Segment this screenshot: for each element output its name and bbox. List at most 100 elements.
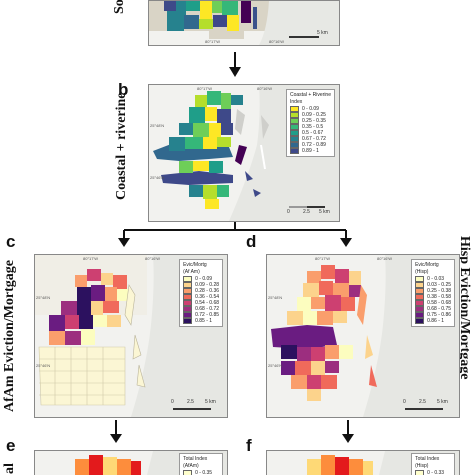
arrow-down-icon-c bbox=[110, 420, 122, 443]
side-label-e: al bbox=[2, 463, 17, 474]
c-tick-top-2: 80°16'W bbox=[145, 256, 161, 261]
legend-swatch bbox=[415, 470, 425, 475]
legend-swatch bbox=[415, 276, 425, 282]
legend-swatch bbox=[183, 318, 193, 324]
map-panel-social: 80°17'W 80°16'W 5 km bbox=[148, 0, 340, 46]
arrow-down-icon bbox=[229, 52, 241, 77]
side-label-b: Coastal + riverine bbox=[114, 92, 129, 200]
legend-d-row: 0.75 - 0.86 bbox=[415, 312, 451, 318]
legend-d-row: 0.86 - 1 bbox=[415, 318, 451, 324]
c-tick-left-2: 25°46'N bbox=[36, 363, 51, 368]
legend-d: Evic/Mortg (Hisp) 0 - 0.03 0.03 - 0.25 0.2… bbox=[411, 259, 455, 327]
legend-label: 0.28 - 0.36 bbox=[195, 288, 219, 294]
map-panel-b: Coastal + Riverine Index 0 - 0.09 0.09 - … bbox=[148, 84, 340, 222]
legend-label: 0.54 - 0.68 bbox=[195, 300, 219, 306]
legend-swatch bbox=[415, 300, 425, 306]
b-scale-0: 0 bbox=[287, 209, 290, 215]
legend-d-row: 0.25 - 0.38 bbox=[415, 288, 451, 294]
legend-swatch bbox=[290, 124, 299, 130]
legend-label: 0.58 - 0.68 bbox=[427, 300, 451, 306]
legend-label: 0.03 - 0.25 bbox=[427, 282, 451, 288]
legend-d-subtitle: (Hisp) bbox=[415, 269, 429, 275]
legend-e: Total Index (AfAm) 0 - 0.350.35 - 0.450.… bbox=[179, 453, 223, 475]
legend-b-row: 0 - 0.09 bbox=[290, 106, 331, 112]
legend-label: 0.35 - 0.5 bbox=[302, 124, 324, 130]
panel-letter-f: f bbox=[246, 436, 252, 455]
d-scale-end: 5 km bbox=[437, 399, 448, 405]
legend-d-items: 0 - 0.03 0.03 - 0.25 0.25 - 0.38 0.38 - 0.5… bbox=[415, 276, 451, 324]
legend-label: 0 - 0.09 bbox=[195, 276, 213, 282]
c-tick-top-1: 80°17'W bbox=[83, 256, 99, 261]
legend-c-row: 0.68 - 0.72 bbox=[183, 306, 219, 312]
d-tick-top-2: 80°16'W bbox=[377, 256, 393, 261]
legend-swatch bbox=[415, 312, 425, 318]
legend-e-title: Total Index bbox=[183, 456, 208, 462]
legend-label: 0.67 - 0.72 bbox=[302, 136, 326, 142]
top-tick-1: 80°17'W bbox=[205, 39, 221, 44]
branch-arrows bbox=[118, 222, 352, 247]
legend-f-items: 0 - 0.330.33 - 0.430.43 - 0.50.5 - 0.6 bbox=[415, 470, 451, 475]
legend-d-row: 0.58 - 0.68 bbox=[415, 300, 451, 306]
side-label-c: AfAm Eviction/Mortgage bbox=[2, 259, 17, 412]
legend-swatch bbox=[183, 288, 193, 294]
legend-label: 0 - 0.35 bbox=[195, 470, 213, 475]
legend-swatch bbox=[290, 106, 299, 112]
b-tick-left-2: 25°46'N bbox=[150, 175, 165, 180]
legend-b-row: 0.35 - 0.5 bbox=[290, 124, 331, 130]
legend-d-row: 0.38 - 0.58 bbox=[415, 294, 451, 300]
legend-swatch bbox=[290, 118, 299, 124]
legend-b-row: 0.25 - 0.35 bbox=[290, 118, 331, 124]
map-panel-c: Evic/Mortg (Af Am) 0 - 0.09 0.09 - 0.28 0.… bbox=[34, 254, 228, 418]
legend-label: 0.25 - 0.38 bbox=[427, 288, 451, 294]
b-tick-top-2: 80°16'W bbox=[257, 86, 273, 91]
legend-f-subtitle: (Hisp) bbox=[415, 463, 429, 469]
b-tick-top-1: 80°17'W bbox=[197, 86, 213, 91]
legend-c-title: Evic/Mortg bbox=[183, 262, 207, 268]
legend-swatch bbox=[183, 294, 193, 300]
legend-b-row: 0.09 - 0.25 bbox=[290, 112, 331, 118]
legend-swatch bbox=[415, 294, 425, 300]
legend-swatch bbox=[290, 148, 299, 154]
legend-c-row: 0.54 - 0.68 bbox=[183, 300, 219, 306]
legend-swatch bbox=[290, 130, 299, 136]
legend-label: 0 - 0.33 bbox=[427, 470, 445, 475]
legend-label: 0.09 - 0.28 bbox=[195, 282, 219, 288]
legend-swatch bbox=[183, 300, 193, 306]
panel-letter-d: d bbox=[246, 232, 257, 251]
legend-label: 0.68 - 0.72 bbox=[195, 306, 219, 312]
legend-label: 0.09 - 0.25 bbox=[302, 112, 326, 118]
legend-b-row: 0.72 - 0.89 bbox=[290, 142, 331, 148]
legend-b: Coastal + Riverine Index 0 - 0.09 0.09 - … bbox=[286, 89, 335, 157]
legend-label: 0.85 - 1 bbox=[195, 318, 213, 324]
legend-swatch bbox=[290, 112, 299, 118]
legend-swatch bbox=[415, 318, 425, 324]
map-panel-e: Total Index (AfAm) 0 - 0.350.35 - 0.450.… bbox=[34, 450, 228, 475]
legend-swatch bbox=[415, 282, 425, 288]
legend-d-row: 0.03 - 0.25 bbox=[415, 282, 451, 288]
legend-c-items: 0 - 0.09 0.09 - 0.28 0.28 - 0.36 0.36 - 0.5… bbox=[183, 276, 219, 324]
legend-c-row: 0 - 0.09 bbox=[183, 276, 219, 282]
legend-c-row: 0.72 - 0.85 bbox=[183, 312, 219, 318]
legend-c-row: 0.28 - 0.36 bbox=[183, 288, 219, 294]
legend-c-subtitle: (Af Am) bbox=[183, 269, 200, 275]
legend-b-row: 0.5 - 0.67 bbox=[290, 130, 331, 136]
d-tick-left-1: 25°48'N bbox=[268, 295, 283, 300]
legend-e-row: 0 - 0.35 bbox=[183, 470, 219, 475]
legend-label: 0 - 0.03 bbox=[427, 276, 445, 282]
panel-letter-c: c bbox=[6, 232, 16, 251]
arrow-down-icon-d bbox=[342, 420, 354, 443]
legend-c-row: 0.36 - 0.54 bbox=[183, 294, 219, 300]
legend-label: 0.68 - 0.75 bbox=[427, 306, 451, 312]
d-scale-0: 0 bbox=[403, 399, 406, 405]
panel-letter-b: b bbox=[118, 80, 129, 99]
legend-f: Total Index (Hisp) 0 - 0.330.33 - 0.430.… bbox=[411, 453, 455, 475]
legend-swatch bbox=[415, 288, 425, 294]
legend-label: 0.89 - 1 bbox=[302, 148, 319, 154]
map-panel-d: Evic/Mortg (Hisp) 0 - 0.03 0.03 - 0.25 0.2… bbox=[266, 254, 460, 418]
legend-label: 0.25 - 0.35 bbox=[302, 118, 326, 124]
legend-f-row: 0 - 0.33 bbox=[415, 470, 451, 475]
legend-e-items: 0 - 0.350.35 - 0.450.45 - 0.50.5 - 0.62 bbox=[183, 470, 219, 475]
b-tick-left-1: 25°48'N bbox=[150, 123, 165, 128]
legend-swatch bbox=[183, 276, 193, 282]
legend-d-title: Evic/Mortg bbox=[415, 262, 439, 268]
